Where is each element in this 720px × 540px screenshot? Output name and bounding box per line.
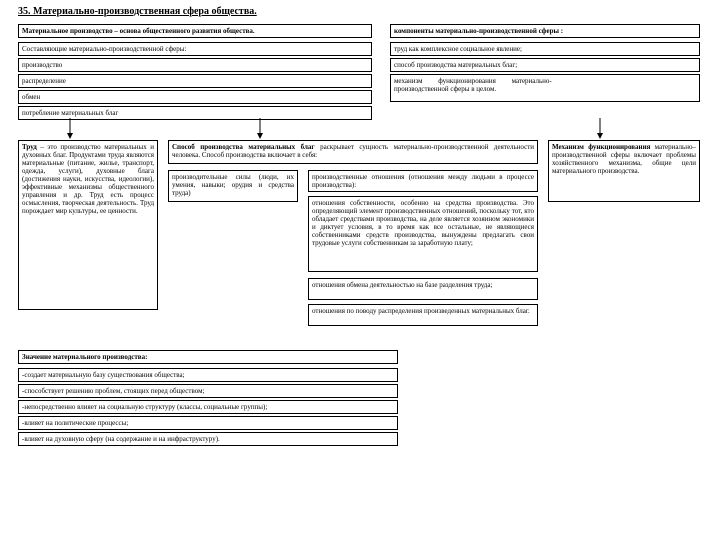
r3-c: материально- (512, 77, 552, 85)
comp-1: производство (18, 58, 372, 72)
r3-a: механизм (394, 77, 423, 85)
trud-text: – это производство материальных и духовн… (22, 143, 154, 215)
page-title: 35. Материально-производственная сфера о… (18, 6, 257, 18)
proizv-sily: производительные силы (люди, их умения, … (168, 170, 298, 202)
po-2: отношения обмена деятельностью на базе р… (308, 278, 538, 300)
zn-2: -способствует решению проблем, стоящих п… (18, 384, 398, 398)
mech-label: Механизм функционирования (552, 143, 650, 151)
proizv-otn-header: производственные отношения (отношения ме… (308, 170, 538, 192)
po-1: отношения собственности, особенно на сре… (308, 196, 538, 272)
zn-4: -влияет на политические процессы; (18, 416, 398, 430)
header-right: компоненты материально-производственной … (390, 24, 700, 38)
trud-block: Труд – это производство материальных и д… (18, 140, 158, 310)
comp-3: обмен (18, 90, 372, 104)
r3-d: производственной сферы в целом. (394, 85, 496, 93)
po-3: отношения по поводу распределения произв… (308, 304, 538, 326)
zn-1: -создает материальную базу существования… (18, 368, 398, 382)
right-2: способ производства материальных благ; (390, 58, 700, 72)
right-3: механизм функционирования материально- п… (390, 74, 700, 102)
zn-header: Значение материального производства: (18, 350, 398, 364)
sposob-label: Способ производства материальных благ (172, 143, 315, 151)
header-left: Материальное производство – основа общес… (18, 24, 372, 38)
sposob-header: Способ производства материальных благ ра… (168, 140, 538, 164)
components-sub: Составляющие материально-производственно… (18, 42, 372, 56)
r3-b: функционирования (438, 77, 496, 85)
comp-4: потребление материальных благ (18, 106, 372, 120)
trud-label: Труд (22, 143, 37, 151)
mechanism-block: Механизм функционирования материально–пр… (548, 140, 700, 202)
comp-2: распределение (18, 74, 372, 88)
right-1: труд как комплексное социальное явление; (390, 42, 700, 56)
zn-3: -непосредственно влияет на социальную ст… (18, 400, 398, 414)
zn-5: -влияет на духовную сферу (на содержание… (18, 432, 398, 446)
